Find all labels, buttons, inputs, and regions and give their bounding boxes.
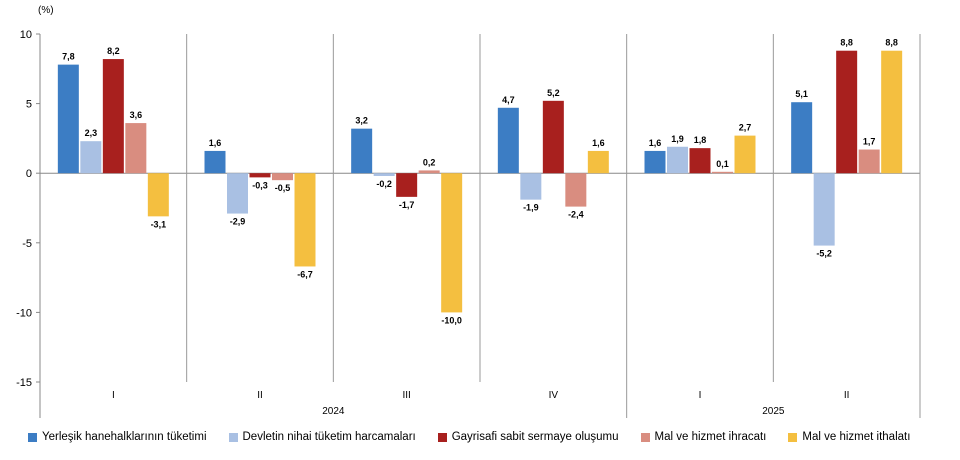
bar [294,173,316,267]
data-label: -1,7 [399,200,415,210]
category-label: I [699,390,702,401]
data-label: -1,9 [523,203,539,213]
legend-label: Devletin nihai tüketim harcamaları [242,431,416,443]
bar [836,50,858,174]
legend-item: Devletin nihai tüketim harcamaları [228,431,416,443]
legend-item: Yerleşik hanehalklarının tüketimi [28,431,207,443]
data-label: 0,2 [423,157,436,167]
data-label: -2,4 [568,210,584,220]
bar [227,173,248,214]
data-label: 0,1 [716,159,729,169]
year-label: 2025 [762,406,785,417]
category-label: II [844,390,850,401]
legend-swatch [788,432,798,442]
legend: Yerleşik hanehalklarının tüketimi Devleti… [28,431,910,443]
bar [204,150,226,174]
legend-swatch [28,432,37,442]
bar [734,135,756,174]
legend-item: Gayrisafi sabit sermaye oluşumu [437,431,619,443]
bar [249,173,271,178]
bar [565,173,587,207]
y-tick-label: -10 [16,307,32,319]
bar [57,64,79,174]
y-tick-label: 0 [26,168,32,180]
bar [791,102,813,174]
data-label: -0,2 [376,179,392,189]
legend-label: Gayrisafi sabit sermaye oluşumu [451,431,619,443]
legend-label: Mal ve hizmet ithalatı [802,431,911,443]
data-label: -0,3 [252,180,268,190]
data-label: 3,6 [130,110,143,120]
bar-layer [57,50,903,313]
bar [102,59,124,174]
legend-label: Yerleşik hanehalklarının tüketimi [42,431,207,443]
bar [689,148,711,174]
data-label: 1,8 [694,135,707,145]
legend-label: Mal ve hizmet ihracatı [654,431,767,443]
bar [644,150,666,174]
category-label: III [402,390,410,401]
y-tick-label: -15 [16,377,32,389]
data-label: 5,2 [547,88,560,98]
data-label: 3,2 [355,116,368,126]
bar [587,150,609,174]
bar [351,128,373,174]
data-label: 1,7 [863,137,876,147]
category-label: I [112,390,115,401]
bar [813,173,835,246]
data-label: -10,0 [441,315,462,325]
bar [858,149,880,174]
year-label: 2024 [322,406,345,417]
bar [147,173,169,217]
data-label: 4,7 [502,95,515,105]
data-label: 2,3 [85,128,98,138]
data-label: 8,8 [885,38,898,48]
bar [881,50,903,174]
bar [80,141,102,174]
data-label: 8,2 [107,46,120,56]
legend-swatch [437,432,447,442]
data-label: 7,8 [62,52,75,62]
bar [542,100,564,174]
legend-swatch [640,432,650,442]
bar [441,173,463,313]
data-label: 5,1 [795,89,808,99]
bar [712,171,733,174]
data-label: 1,6 [592,138,605,148]
category-label: II [257,390,263,401]
bar [667,146,688,174]
data-label: -2,9 [230,217,246,227]
y-tick-label: 5 [26,99,32,111]
data-label: 1,6 [209,138,222,148]
legend-item: Mal ve hizmet ihracatı [640,431,767,443]
data-label: -3,1 [151,219,167,229]
bar [520,173,542,200]
data-label: -6,7 [297,269,313,279]
legend-swatch [228,432,238,442]
y-tick-label: 10 [20,29,32,41]
label-layer: 7,8 1,6 3,2 4,7 1,6 5,1 2,3 -2,9 -0,2 -1,9 1,9 -5,2… [62,38,898,326]
bar [396,173,418,197]
category-label: IV [549,390,559,401]
unit-label: (%) [38,5,54,16]
bar [418,170,440,174]
data-label: -5,2 [816,249,832,259]
bar [497,107,519,174]
legend-item: Mal ve hizmet ithalatı [788,431,910,443]
bar [272,173,293,181]
data-label: 1,9 [671,134,684,144]
data-label: -0,5 [275,183,291,193]
data-label: 1,6 [649,138,662,148]
y-tick-label: -5 [22,238,32,250]
bar [373,173,395,176]
data-label: 2,7 [739,123,752,133]
data-label: 8,8 [840,38,853,48]
bar [125,123,147,174]
